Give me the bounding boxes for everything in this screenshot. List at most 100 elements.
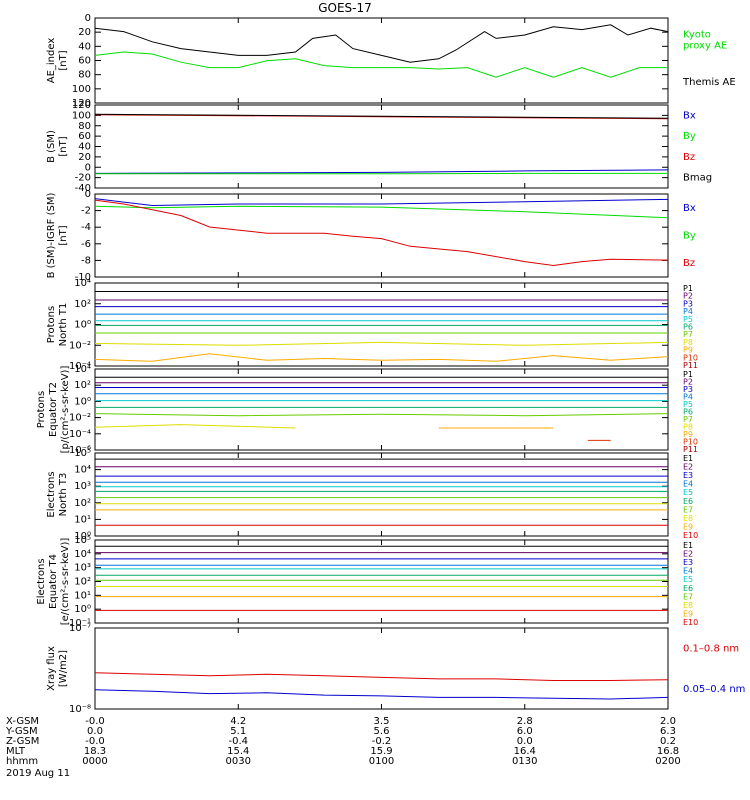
y-axis-label: B (SM) bbox=[46, 130, 57, 163]
series-line bbox=[94, 341, 669, 346]
y-axis-label: [W/m2] bbox=[58, 650, 69, 687]
y-tick-label: 10³ bbox=[74, 563, 91, 574]
y-tick-label: 120 bbox=[72, 100, 91, 111]
figure-title: GOES-17 bbox=[318, 1, 372, 15]
legend-label: P7 bbox=[683, 330, 693, 339]
legend-label: E6 bbox=[683, 584, 693, 593]
y-tick-label: -4 bbox=[81, 222, 91, 233]
legend-label: E3 bbox=[683, 471, 693, 480]
y-tick-label: 80 bbox=[78, 70, 91, 81]
x-axis-value: 0030 bbox=[226, 756, 251, 767]
y-axis-label: Electrons bbox=[46, 471, 57, 517]
y-tick-label: 10⁵ bbox=[74, 448, 91, 459]
legend-label: By bbox=[683, 131, 696, 142]
x-axis-value: -0.2 bbox=[372, 736, 392, 747]
legend-label: P1 bbox=[683, 370, 693, 379]
legend-label: P8 bbox=[683, 423, 693, 432]
x-axis-value: 6.3 bbox=[660, 726, 676, 737]
legend-label: P3 bbox=[683, 385, 693, 394]
legend-label: E6 bbox=[683, 497, 693, 506]
series-line bbox=[94, 413, 669, 417]
y-axis-label: [nT] bbox=[58, 50, 69, 70]
y-tick-label: 10² bbox=[74, 577, 91, 588]
series-line bbox=[94, 51, 668, 78]
y-tick-label: 10⁻⁴ bbox=[69, 361, 91, 372]
y-tick-label: -2 bbox=[81, 206, 91, 217]
y-axis-label: AE_index bbox=[46, 38, 57, 84]
y-tick-label: -10 bbox=[75, 272, 91, 283]
y-tick-label: 40 bbox=[78, 142, 91, 153]
x-axis-value: -0.0 bbox=[85, 736, 105, 747]
legend-label: E5 bbox=[683, 575, 693, 584]
y-tick-label: -40 bbox=[75, 183, 91, 194]
legend-label: E7 bbox=[683, 505, 693, 514]
legend-label: P4 bbox=[683, 307, 693, 316]
series-line bbox=[94, 198, 669, 207]
y-axis-label: Protons bbox=[46, 306, 57, 343]
x-axis-value: 5.1 bbox=[230, 726, 246, 737]
legend-label: P5 bbox=[683, 315, 693, 324]
panel-frame bbox=[94, 193, 669, 278]
y-tick-label: 120 bbox=[72, 98, 91, 109]
legend-label: By bbox=[683, 231, 696, 242]
y-axis-label: Electrons bbox=[36, 558, 47, 604]
y-tick-label: 10⁴ bbox=[74, 278, 91, 289]
legend-label: E1 bbox=[683, 541, 693, 550]
y-tick-label: 10⁴ bbox=[74, 549, 91, 560]
x-axis-value: 15.9 bbox=[370, 746, 392, 757]
x-axis-value: 0.0 bbox=[517, 736, 533, 747]
x-axis-row-label: X-GSM bbox=[6, 716, 39, 727]
legend-label: E9 bbox=[683, 609, 693, 618]
y-tick-label: 10⁴ bbox=[74, 364, 91, 375]
legend-label: P5 bbox=[683, 400, 693, 409]
y-tick-label: 20 bbox=[78, 27, 91, 38]
legend-label: P9 bbox=[683, 346, 693, 355]
legend-label: P11 bbox=[683, 361, 698, 370]
x-axis-row-label: MLT bbox=[6, 746, 26, 757]
x-axis-value: 6.0 bbox=[517, 726, 533, 737]
y-tick-label: 10² bbox=[74, 299, 91, 310]
x-axis-row-label: Y-GSM bbox=[5, 726, 38, 737]
x-axis-value: 0000 bbox=[82, 756, 107, 767]
y-tick-label: 10⁰ bbox=[74, 531, 91, 542]
x-axis-value: 0130 bbox=[512, 756, 537, 767]
y-tick-label: 80 bbox=[78, 121, 91, 132]
legend-label: Bz bbox=[683, 258, 695, 269]
legend-label: 0.1–0.8 nm bbox=[683, 643, 739, 654]
x-axis-value: 18.3 bbox=[84, 746, 106, 757]
y-tick-label: -6 bbox=[81, 239, 91, 250]
legend-label: proxy AE bbox=[683, 40, 727, 51]
y-tick-label: 0 bbox=[85, 13, 91, 24]
series-line bbox=[94, 113, 669, 119]
y-tick-label: 10⁰ bbox=[74, 604, 91, 615]
y-tick-label: 100 bbox=[72, 110, 91, 121]
x-axis-value: 16.4 bbox=[514, 746, 536, 757]
y-tick-label: 40 bbox=[78, 41, 91, 52]
y-tick-label: 10⁰ bbox=[74, 396, 91, 407]
y-tick-label: 100 bbox=[72, 84, 91, 95]
legend-label: P10 bbox=[683, 438, 698, 447]
legend-label: Themis AE bbox=[682, 77, 736, 88]
legend-label: E8 bbox=[683, 601, 693, 610]
x-axis-value: 2.8 bbox=[517, 716, 533, 727]
panel-frame bbox=[94, 452, 669, 537]
x-axis-row-label: Z-GSM bbox=[6, 736, 39, 747]
y-tick-label: 10² bbox=[74, 498, 91, 509]
series-line bbox=[94, 205, 669, 219]
legend-label: Bz bbox=[683, 152, 695, 163]
y-axis-label: North T1 bbox=[58, 303, 69, 347]
legend-label: E10 bbox=[683, 618, 698, 627]
panel-frame bbox=[94, 17, 669, 104]
legend-label: P4 bbox=[683, 393, 693, 402]
legend-label: E5 bbox=[683, 488, 693, 497]
legend-label: E3 bbox=[683, 558, 693, 567]
legend-label: E2 bbox=[683, 550, 693, 559]
y-tick-label: 10⁻² bbox=[69, 413, 91, 424]
y-axis-label: [e/(cm²-s-sr-keV)] bbox=[60, 538, 71, 626]
legend-label: E10 bbox=[683, 531, 698, 540]
x-axis-value: 3.5 bbox=[374, 716, 390, 727]
x-axis-value: 0200 bbox=[655, 756, 680, 767]
x-axis-value: -0.4 bbox=[228, 736, 248, 747]
y-tick-label: -20 bbox=[75, 173, 91, 184]
